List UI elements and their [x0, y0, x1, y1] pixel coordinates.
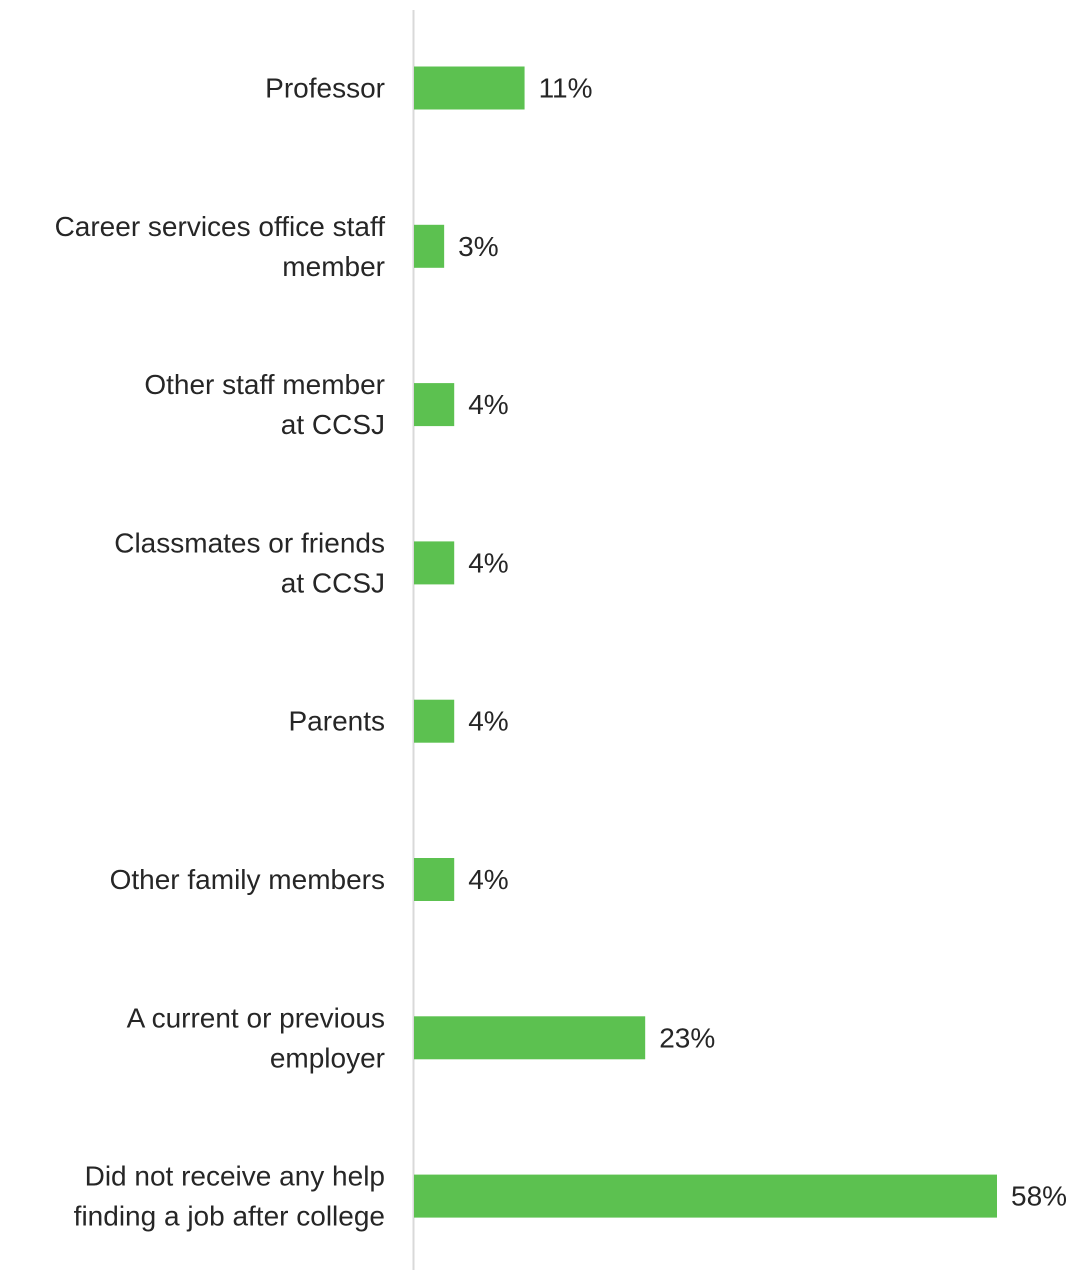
category-label-line: Other staff member: [144, 369, 385, 400]
value-labels-group: 11% 3% 4% 4% 4% 4% 23% 58%: [458, 73, 1067, 1212]
bar: [414, 383, 455, 427]
category-label-line: Parents: [289, 706, 386, 737]
category-label-line: Did not receive any help: [85, 1161, 385, 1192]
category-label: Career services office staff member: [55, 211, 386, 282]
category-label: A current or previous employer: [127, 1002, 385, 1073]
bar-value-label: 11%: [539, 73, 593, 104]
category-label-line: at CCSJ: [281, 409, 385, 440]
category-label: Did not receive any help finding a job af…: [74, 1161, 385, 1232]
category-label-line: A current or previous: [127, 1002, 385, 1033]
bar-value-label: 4%: [468, 389, 508, 420]
bar-value-label: 23%: [659, 1022, 715, 1053]
bar: [414, 224, 445, 268]
bar: [414, 858, 455, 901]
bar: [414, 699, 455, 743]
category-label-line: at CCSJ: [281, 567, 385, 598]
category-label: Parents: [289, 706, 386, 737]
bar-value-label: 58%: [1011, 1181, 1067, 1212]
category-label-line: Classmates or friends: [114, 527, 385, 558]
category-label: Other family members: [110, 864, 385, 895]
category-label-line: Career services office staff: [55, 211, 386, 242]
bar: [414, 1174, 997, 1218]
category-label: Other staff member at CCSJ: [144, 369, 385, 440]
category-label: Professor: [265, 73, 385, 104]
bar-value-label: 3%: [458, 231, 498, 262]
category-labels-group: Professor Career services office staff mem…: [55, 73, 386, 1232]
category-label: Classmates or friends at CCSJ: [114, 527, 385, 598]
bar: [414, 66, 525, 110]
bar-value-label: 4%: [468, 706, 508, 737]
category-label-line: Other family members: [110, 864, 385, 895]
category-label-line: employer: [270, 1042, 385, 1073]
bars-group: [414, 66, 997, 1218]
category-label-line: finding a job after college: [74, 1201, 385, 1232]
bar-value-label: 4%: [468, 864, 508, 895]
bar: [414, 1016, 646, 1060]
category-label-line: Professor: [265, 73, 385, 104]
bar-value-label: 4%: [468, 547, 508, 578]
category-label-line: member: [282, 251, 385, 282]
bar: [414, 541, 455, 585]
